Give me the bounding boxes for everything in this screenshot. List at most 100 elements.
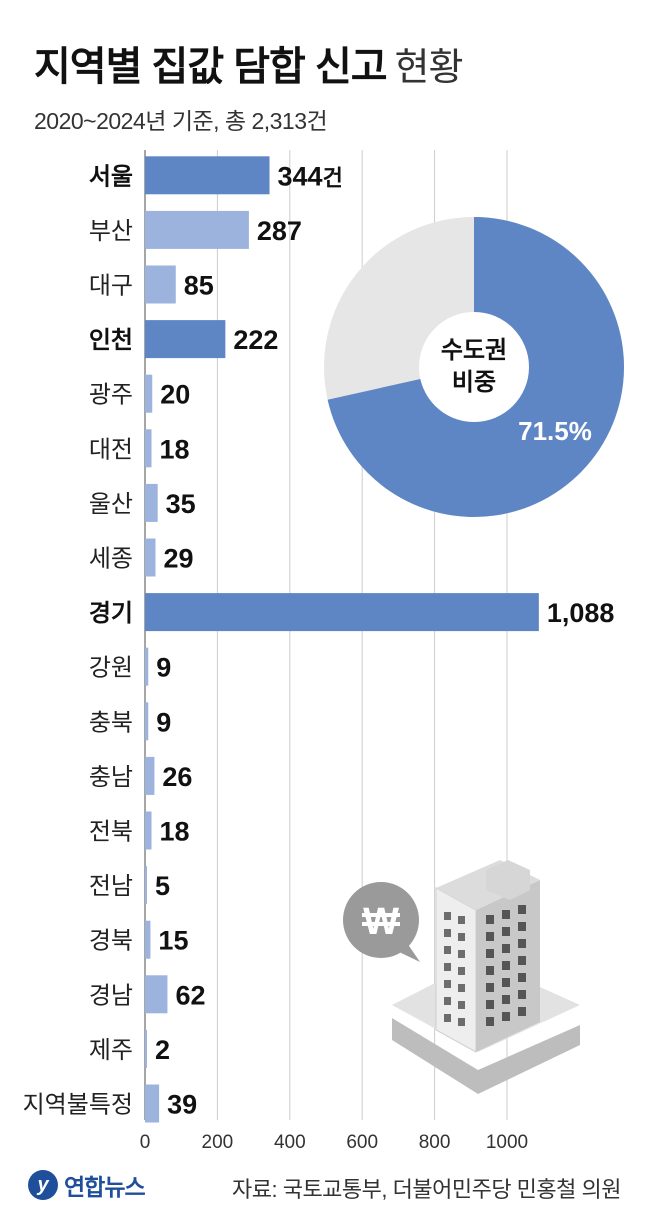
chart-title: 지역별 집값 담합 신고 현황 (34, 34, 463, 92)
x-tick-label: 1000 (486, 1132, 528, 1153)
category-label: 광주 (89, 382, 133, 409)
building-window (486, 1017, 494, 1026)
value-label: 5 (155, 871, 170, 901)
value-label: 2 (155, 1035, 170, 1065)
value-label: 35 (166, 489, 196, 519)
yonhap-logo-icon: y (28, 1170, 58, 1200)
building-window (518, 956, 526, 965)
logo-text: 연합뉴스 (64, 1174, 146, 1200)
value-label: 9 (156, 707, 171, 737)
building-window (486, 1000, 494, 1009)
x-tick-label: 800 (419, 1132, 451, 1153)
bar (145, 483, 158, 522)
category-label: 충남 (89, 764, 133, 791)
category-label: 전남 (89, 873, 133, 900)
value-label: 18 (160, 434, 190, 464)
category-label: 대구 (89, 273, 133, 300)
bar (145, 374, 153, 413)
value-label: 29 (163, 544, 193, 574)
building-window (458, 984, 465, 992)
source-note: 자료: 국토교통부, 더불어민주당 민홍철 의원 (232, 1177, 622, 1202)
bar (145, 647, 149, 686)
bar-chart: 수도권 비중 71.5% W 서울부산대구인천광주대전울산세종경기강원충북충남전… (23, 150, 624, 1153)
building-window (502, 944, 510, 953)
x-tick-label: 600 (346, 1132, 378, 1153)
bar (145, 210, 249, 249)
bar (145, 702, 149, 741)
category-label: 대전 (89, 436, 133, 463)
donut-label-line1: 수도권 (441, 337, 507, 364)
bar (145, 265, 176, 304)
building-window (486, 949, 494, 958)
bar (145, 593, 539, 632)
building-window (502, 995, 510, 1004)
donut-hole (419, 312, 529, 422)
building-window (486, 932, 494, 941)
bar (145, 320, 226, 359)
bar (145, 1084, 160, 1123)
x-tick-labels: 0 200 400 600 800 1000 (140, 1132, 528, 1153)
building-window (458, 1018, 465, 1026)
bar (145, 156, 270, 195)
category-label: 경북 (89, 928, 133, 955)
value-label: 26 (162, 762, 192, 792)
value-label: 18 (160, 817, 190, 847)
bar (145, 756, 155, 795)
building-window (458, 916, 465, 924)
building-window (458, 1001, 465, 1009)
building-window (458, 967, 465, 975)
building-window (518, 973, 526, 982)
building-window (518, 990, 526, 999)
bar (145, 429, 152, 468)
category-label: 울산 (89, 491, 133, 518)
value-label: 39 (167, 1090, 197, 1120)
bar (145, 811, 152, 850)
category-label: 경기 (89, 600, 133, 627)
bar (145, 1029, 147, 1068)
category-label: 세종 (89, 546, 133, 573)
bars (145, 156, 539, 1123)
building-window (518, 1007, 526, 1016)
building-window (502, 910, 510, 919)
value-label: 1,088 (547, 598, 615, 628)
subtitle: 2020~2024년 기준, 총 2,313건 (34, 108, 328, 134)
category-label: 제주 (89, 1037, 133, 1064)
value-label: 62 (175, 980, 205, 1010)
value-unit: 건 (323, 165, 343, 190)
category-label: 경남 (89, 982, 133, 1009)
building-window (444, 1014, 451, 1022)
value-label: 344건 (278, 161, 343, 191)
value-label: 222 (233, 325, 278, 355)
building-window (444, 980, 451, 988)
category-label: 지역불특정 (23, 1092, 133, 1119)
value-label: 287 (257, 216, 302, 246)
building-window (502, 961, 510, 970)
building-window (444, 946, 451, 954)
value-label: 85 (184, 271, 214, 301)
apartment-building-icon (392, 860, 580, 1094)
bar (145, 920, 151, 959)
x-tick-label: 0 (140, 1132, 151, 1153)
title-strong: 지역별 집값 담합 신고 (34, 45, 388, 89)
building-window (444, 997, 451, 1005)
building-window (444, 912, 451, 920)
building-window (502, 978, 510, 987)
building-window (458, 933, 465, 941)
donut-chart: 수도권 비중 71.5% (324, 217, 624, 517)
won-speech-bubble-icon: W (343, 882, 420, 962)
building-window (518, 905, 526, 914)
building-window (518, 939, 526, 948)
category-label: 충북 (89, 709, 133, 736)
value-label: 15 (158, 926, 188, 956)
building-window (444, 963, 451, 971)
category-label: 전북 (89, 819, 133, 846)
category-label: 인천 (89, 327, 133, 354)
x-tick-label: 200 (202, 1132, 234, 1153)
building-window (486, 915, 494, 924)
building-window (502, 927, 510, 936)
value-label: 20 (160, 380, 190, 410)
bar (145, 975, 168, 1014)
donut-label-line2: 비중 (452, 369, 496, 396)
bar (145, 538, 156, 577)
